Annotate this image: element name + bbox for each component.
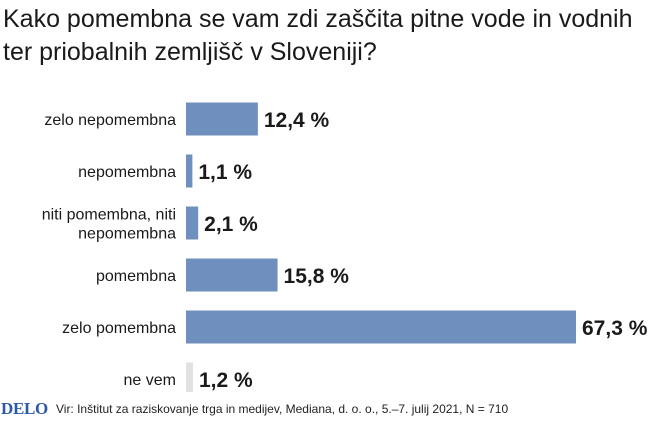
- value-label: 67,3 %: [582, 317, 648, 340]
- value-label: 1,2 %: [199, 369, 253, 392]
- category-label: zelo nepomembna: [44, 112, 176, 129]
- footer: DELO Vir: Inštitut za raziskovanje trga …: [0, 398, 660, 420]
- bar: [186, 362, 193, 392]
- category-label: nepomembna: [78, 164, 176, 181]
- chart-title: Kako pomembna se vam zdi zaščita pitne v…: [3, 5, 633, 66]
- bar-chart: zelo nepomembna 12,4 % nepomembna 1,1 % niti…: [42, 102, 648, 392]
- value-label: 15,8 %: [284, 265, 350, 288]
- value-label: 12,4 %: [264, 109, 330, 132]
- bar: [186, 206, 199, 240]
- value-label: 1,1 %: [198, 161, 252, 184]
- bar: [186, 102, 258, 136]
- bar: [186, 310, 576, 344]
- bar: [186, 258, 278, 292]
- category-label: pomembna: [96, 268, 176, 285]
- category-label: niti pomembna, niti nepomembna: [42, 207, 176, 243]
- category-label: ne vem: [124, 372, 176, 389]
- delo-logo: DELO: [1, 399, 48, 418]
- bar: [186, 154, 193, 188]
- source-note: Vir: Inštitut za raziskovanje trga in me…: [55, 402, 509, 416]
- value-label: 2,1 %: [204, 213, 258, 236]
- category-label: zelo pomembna: [62, 320, 176, 337]
